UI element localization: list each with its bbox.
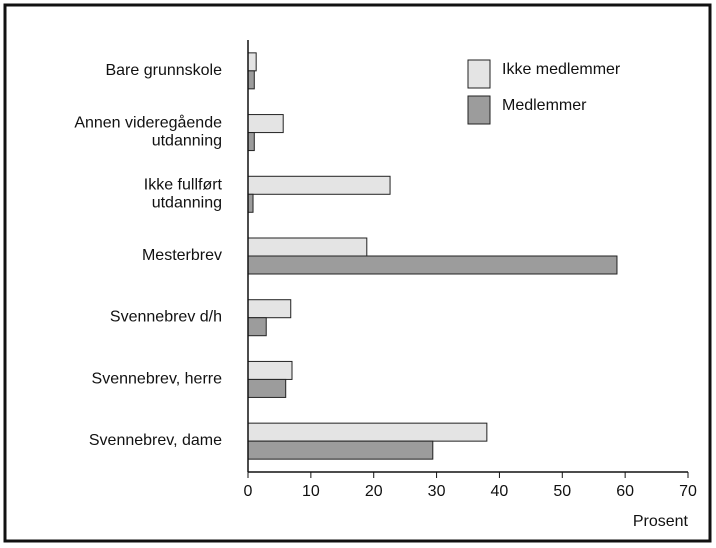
- bar: [247, 52, 257, 72]
- legend-swatch: [467, 59, 491, 89]
- x-tick-label: 10: [302, 483, 320, 500]
- y-tick-label: Mesterbrev: [142, 247, 222, 264]
- x-tick-label: 70: [679, 483, 697, 500]
- x-tick-label: 30: [428, 483, 446, 500]
- bar: [247, 237, 368, 257]
- legend-swatch: [467, 95, 491, 125]
- legend-label: Medlemmer: [502, 97, 587, 114]
- x-tick-label: 20: [365, 483, 383, 500]
- bar: [247, 70, 255, 90]
- x-tick-label: 60: [616, 483, 634, 500]
- y-tick-label: Annen videregående utdanning: [74, 114, 222, 150]
- y-tick-label: Svennebrev, dame: [89, 432, 222, 449]
- y-tick-label: Svennebrev, herre: [92, 371, 223, 388]
- bar: [247, 317, 267, 337]
- y-tick-label: Ikke fullført utdanning: [144, 177, 223, 212]
- frame: [3, 3, 712, 543]
- bar: [247, 360, 293, 380]
- y-tick-label: Svennebrev d/h: [110, 309, 222, 326]
- bar: [247, 175, 391, 195]
- bar: [247, 255, 618, 275]
- bar: [247, 378, 287, 398]
- x-tick-label: 50: [553, 483, 571, 500]
- x-tick-label: 0: [244, 483, 253, 500]
- bar: [247, 193, 254, 213]
- bar: [247, 132, 255, 152]
- bar: [247, 422, 488, 442]
- bar: [247, 114, 284, 134]
- bar: [247, 299, 292, 319]
- y-tick-label: Bare grunnskole: [105, 62, 222, 79]
- bar: [247, 440, 434, 460]
- x-axis-label: Prosent: [633, 513, 689, 530]
- x-tick-label: 40: [491, 483, 509, 500]
- legend-label: Ikke medlemmer: [502, 61, 621, 78]
